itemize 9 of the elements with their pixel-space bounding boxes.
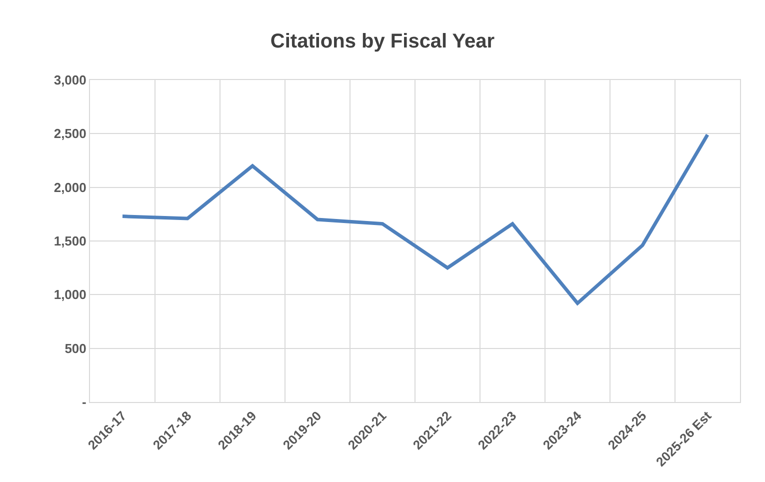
y-tick-label: - — [82, 394, 86, 410]
y-tick-label: 2,000 — [54, 180, 86, 195]
y-tick-label: 3,000 — [54, 72, 86, 88]
y-tick-label: 500 — [64, 340, 86, 356]
chart-title: Citations by Fiscal Year — [270, 30, 495, 53]
y-tick-label: 2,500 — [54, 126, 86, 142]
y-tick-label: 1,000 — [54, 287, 86, 302]
line-series — [120, 132, 710, 305]
y-tick-label: 1,500 — [54, 234, 86, 249]
